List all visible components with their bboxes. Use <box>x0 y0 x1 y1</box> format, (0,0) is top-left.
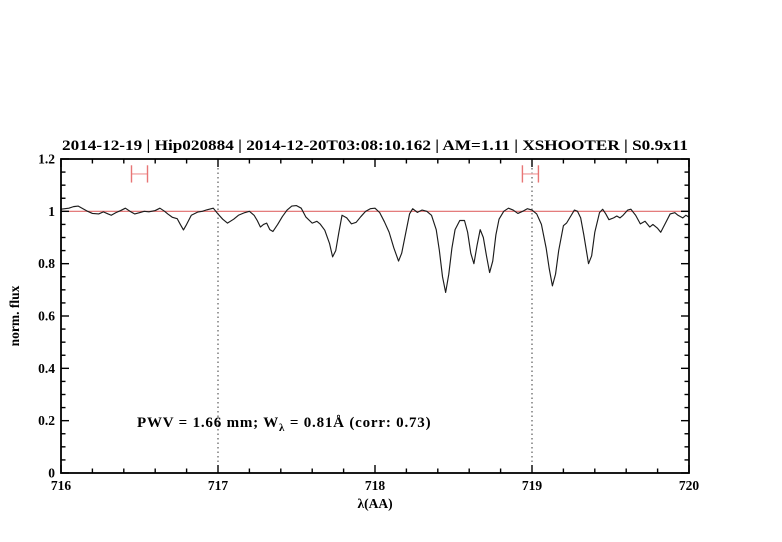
x-tick-label: 719 <box>522 478 543 493</box>
x-tick-label: 718 <box>365 478 386 493</box>
x-tick-label: 716 <box>51 478 72 493</box>
y-tick-label: 0 <box>48 466 55 481</box>
telluric-spectrum-curve <box>60 205 690 294</box>
y-tick-label: 0.2 <box>38 413 55 428</box>
y-tick-label: 0.4 <box>38 361 55 376</box>
pwv-annotation-suffix: = 0.81Å (corr: 0.73) <box>285 415 431 431</box>
y-tick-label: 0.8 <box>38 256 55 271</box>
x-axis-label: λ(AA) <box>357 496 392 511</box>
y-tick-label: 1.2 <box>38 152 55 167</box>
x-tick-label: 720 <box>679 478 700 493</box>
pwv-annotation-prefix: PWV = 1.66 mm; W <box>137 415 279 431</box>
chart-layer: 716 717 718 719 720 0 0.2 0.4 0.6 0.8 1 1.2 <box>38 152 699 494</box>
pwv-annotation: PWV = 1.66 mm; Wλ = 0.81Å (corr: 0.73) <box>137 415 431 434</box>
pwv-annotation-subscript: λ <box>279 422 285 434</box>
x-tick-label: 717 <box>208 478 229 493</box>
plot-title: 2014-12-19 | Hip020884 | 2014-12-20T03:0… <box>62 138 688 154</box>
y-tick-label: 1 <box>48 204 55 219</box>
y-axis-label: norm. flux <box>7 285 22 346</box>
y-tick-label: 0.6 <box>38 309 55 324</box>
